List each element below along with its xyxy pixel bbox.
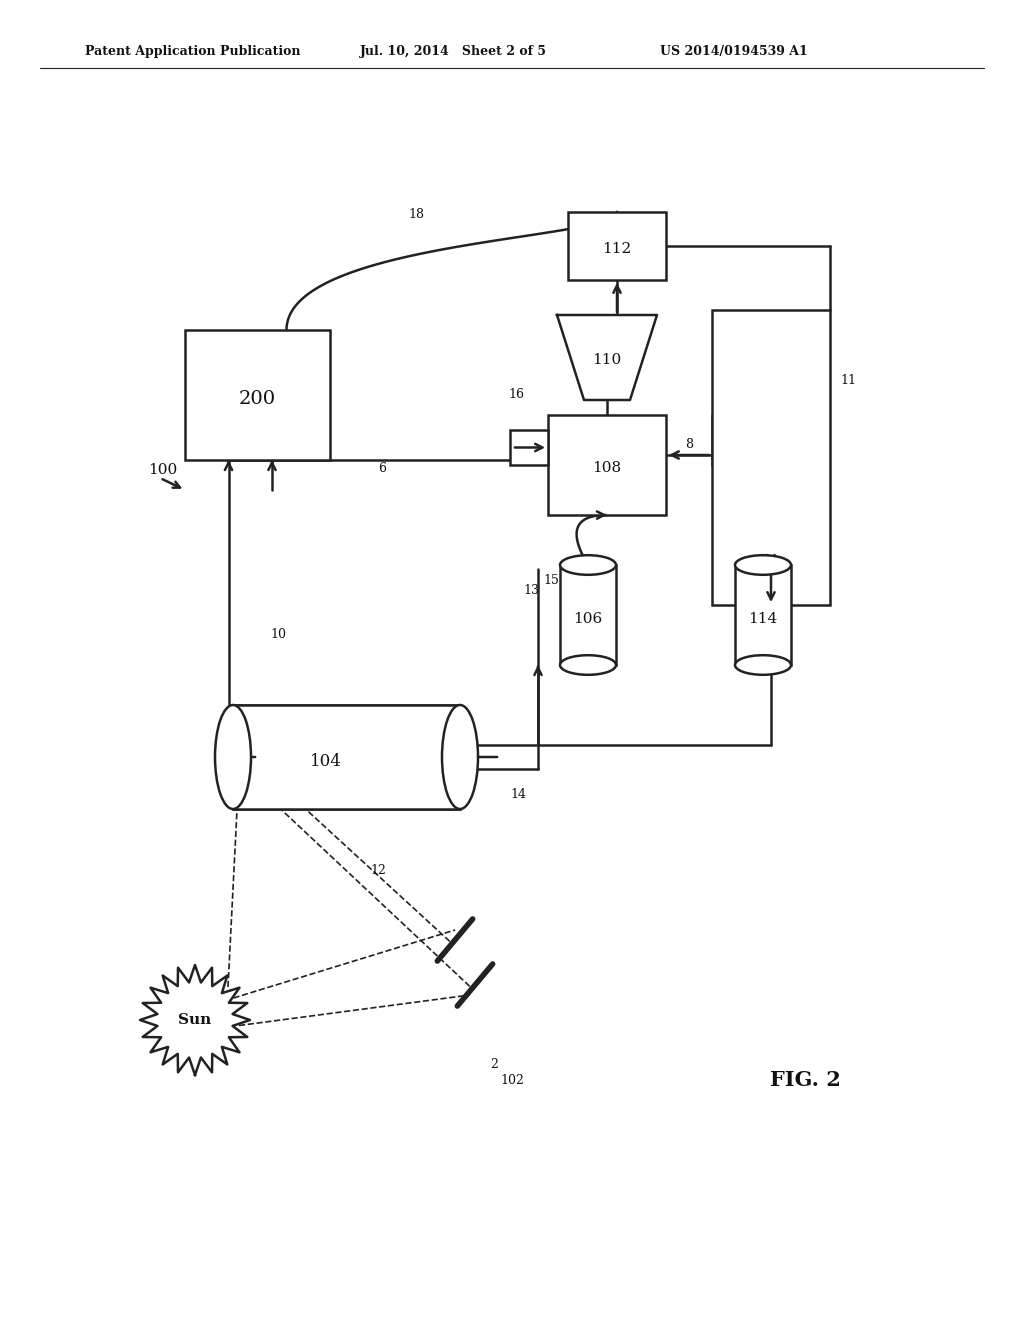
Bar — [233, 705, 460, 809]
Text: 16: 16 — [508, 388, 524, 400]
Text: Patent Application Publication: Patent Application Publication — [85, 45, 300, 58]
Bar — [568, 213, 666, 280]
Text: US 2014/0194539 A1: US 2014/0194539 A1 — [660, 45, 808, 58]
Ellipse shape — [735, 655, 791, 675]
Text: Jul. 10, 2014   Sheet 2 of 5: Jul. 10, 2014 Sheet 2 of 5 — [360, 45, 547, 58]
Text: 11: 11 — [840, 374, 856, 387]
Text: 14: 14 — [510, 788, 526, 801]
Text: 2: 2 — [490, 1059, 498, 1072]
Ellipse shape — [442, 705, 478, 809]
Text: 104: 104 — [309, 752, 341, 770]
Text: 200: 200 — [239, 389, 276, 408]
Bar — [548, 414, 666, 515]
Ellipse shape — [215, 705, 251, 809]
Ellipse shape — [560, 655, 616, 675]
Text: FIG. 2: FIG. 2 — [770, 1071, 841, 1090]
Text: 8: 8 — [685, 438, 693, 451]
Text: 15: 15 — [543, 573, 559, 586]
Text: Sun: Sun — [178, 1012, 212, 1027]
Text: 10: 10 — [270, 628, 286, 642]
Ellipse shape — [735, 556, 791, 574]
Text: 102: 102 — [500, 1073, 524, 1086]
Polygon shape — [140, 965, 250, 1074]
Text: 110: 110 — [592, 354, 622, 367]
Text: 114: 114 — [749, 612, 777, 626]
Text: 108: 108 — [593, 461, 622, 475]
Bar — [735, 565, 791, 665]
Text: 12: 12 — [370, 863, 386, 876]
Bar — [712, 310, 830, 605]
Text: 18: 18 — [408, 209, 424, 222]
Text: 6: 6 — [378, 462, 386, 474]
Bar — [510, 430, 548, 465]
Text: 13: 13 — [523, 583, 539, 597]
Text: 100: 100 — [148, 463, 177, 477]
Bar — [185, 330, 330, 459]
Polygon shape — [557, 315, 657, 400]
Text: 112: 112 — [602, 242, 632, 256]
Ellipse shape — [560, 556, 616, 574]
Bar — [560, 565, 616, 665]
Text: 106: 106 — [573, 612, 603, 626]
